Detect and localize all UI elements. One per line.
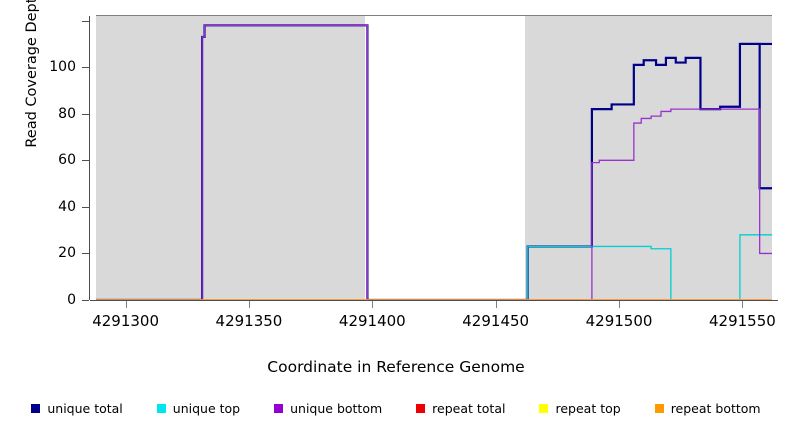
y-tick-label: 60 — [58, 152, 76, 169]
x-tick-label: 4291400 — [338, 312, 406, 330]
x-tick — [125, 301, 127, 308]
legend-swatch-icon — [31, 403, 41, 413]
legend-label: repeat top — [555, 400, 621, 416]
legend-label: repeat total — [432, 400, 506, 416]
legend-swatch-icon — [416, 403, 426, 413]
series-line — [739, 42, 772, 190]
legend-item[interactable]: repeat total — [416, 401, 505, 416]
legend-label: unique bottom — [290, 400, 383, 416]
y-tick — [82, 253, 89, 255]
y-tick — [82, 160, 89, 162]
y-tick — [82, 113, 89, 115]
shaded-region — [525, 16, 772, 300]
series-lines — [96, 24, 772, 300]
legend-item[interactable]: unique total — [31, 400, 123, 416]
legend-label: repeat bottom — [670, 400, 761, 416]
legend-item[interactable]: repeat top — [539, 400, 621, 416]
series-line — [96, 234, 772, 300]
series-line — [96, 24, 772, 300]
chart-legend: unique total unique top unique bottom repea… — [0, 396, 792, 420]
y-axis-title-wrap: Read Coverage Depth — [0, 0, 40, 300]
x-tick — [248, 301, 250, 308]
legend-item[interactable]: unique top — [156, 400, 241, 416]
y-axis-title: Read Coverage Depth — [24, 0, 40, 148]
x-tick-label: 4291300 — [92, 312, 159, 330]
x-tick-label: 4291500 — [585, 312, 653, 330]
y-tick — [82, 300, 89, 301]
y-axis-line — [89, 16, 90, 300]
shaded-region — [96, 16, 365, 300]
x-tick — [495, 301, 497, 308]
x-axis-line — [90, 300, 778, 301]
y-tick-label: 20 — [58, 245, 76, 262]
y-tick-label: 80 — [58, 105, 76, 122]
legend-label: unique top — [172, 400, 241, 416]
x-axis-title: Coordinate in Reference Genome — [267, 358, 525, 376]
x-tick-label: 4291350 — [215, 312, 283, 330]
legend-swatch-icon — [654, 403, 664, 413]
x-tick — [372, 301, 374, 308]
x-tick — [619, 301, 621, 308]
y-tick — [82, 67, 89, 69]
legend-label: unique total — [47, 400, 123, 416]
legend-swatch-icon — [156, 403, 166, 413]
y-tick — [82, 20, 89, 22]
legend-item[interactable]: repeat bottom — [654, 400, 761, 416]
y-tick-label: 100 — [49, 59, 76, 76]
legend-swatch-icon — [539, 403, 549, 413]
plot-top-border — [96, 15, 772, 16]
legend-item[interactable]: unique bottom — [274, 401, 382, 416]
plot-area — [96, 16, 772, 300]
legend-swatch-icon — [274, 403, 284, 413]
x-tick-label: 4291450 — [462, 312, 530, 330]
y-tick — [82, 206, 89, 208]
y-tick-label: 0 — [67, 292, 76, 308]
x-tick — [742, 301, 744, 308]
y-tick-label: 40 — [58, 198, 76, 215]
x-tick-label: 4291550 — [708, 312, 776, 330]
